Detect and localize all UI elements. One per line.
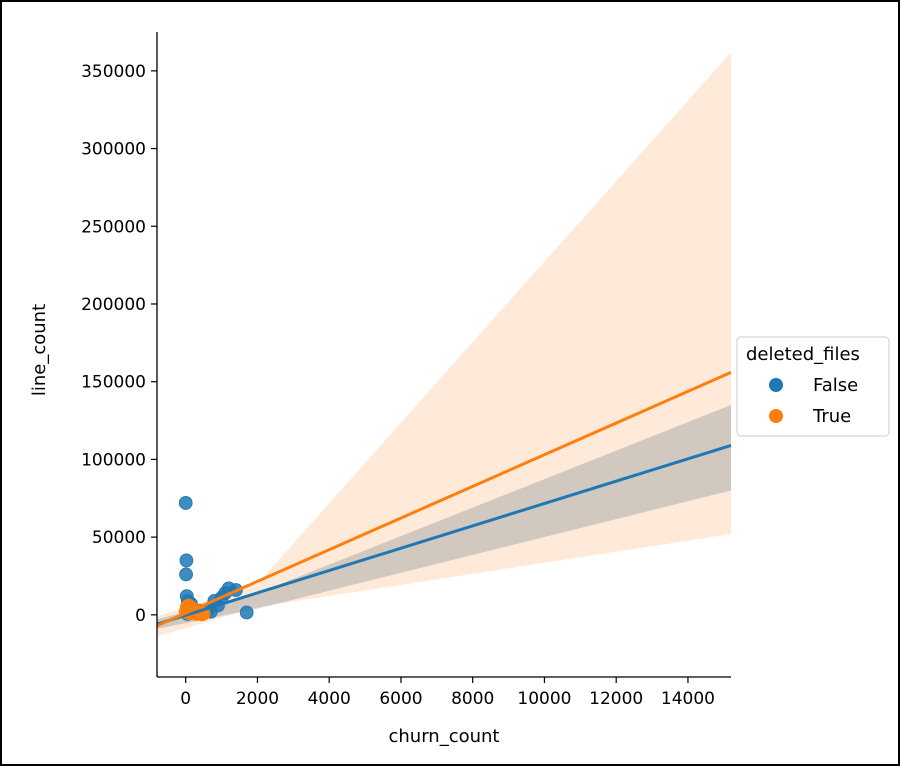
regression-line-false xyxy=(156,443,732,626)
x-tick-label: 2000 xyxy=(236,689,279,709)
point-false xyxy=(239,605,254,620)
x-tick-label: 14000 xyxy=(661,689,715,709)
y-tick-label: 150000 xyxy=(81,373,146,393)
x-tick-label: 4000 xyxy=(308,689,351,709)
confidence-bands xyxy=(157,52,731,637)
y-axis-label: line_count xyxy=(29,304,50,396)
legend-title: deleted_files xyxy=(746,344,860,365)
regression-lines xyxy=(156,371,732,628)
legend-label-false: False xyxy=(813,375,858,396)
y-tick-label: 350000 xyxy=(81,62,146,82)
point-false xyxy=(179,567,193,582)
x-tick-label: 6000 xyxy=(379,689,422,709)
legend: deleted_files False True xyxy=(736,336,890,437)
x-tick-label: 0 xyxy=(180,689,191,709)
legend-label-true: True xyxy=(812,406,851,427)
legend-marker-true xyxy=(769,409,783,423)
axes xyxy=(156,32,731,678)
legend-marker-false xyxy=(769,378,783,392)
y-tick-label: 50000 xyxy=(92,528,146,548)
regression-line-true xyxy=(156,371,732,628)
x-tick-label: 10000 xyxy=(517,689,571,709)
y-tick-label: 250000 xyxy=(81,217,146,237)
x-tick-label: 12000 xyxy=(589,689,643,709)
x-tick-label: 8000 xyxy=(451,689,494,709)
y-tick-label: 300000 xyxy=(81,140,146,160)
x-axis-label: churn_count xyxy=(389,726,500,747)
y-tick-label: 100000 xyxy=(81,450,146,470)
y-tick-label: 200000 xyxy=(81,295,146,315)
point-false xyxy=(179,553,194,568)
tick-labels: 0 2000 4000 6000 8000 10000 12000 14000 0 50000 10… xyxy=(81,62,715,709)
y-tick-label: 0 xyxy=(135,606,146,626)
point-false xyxy=(178,496,193,510)
